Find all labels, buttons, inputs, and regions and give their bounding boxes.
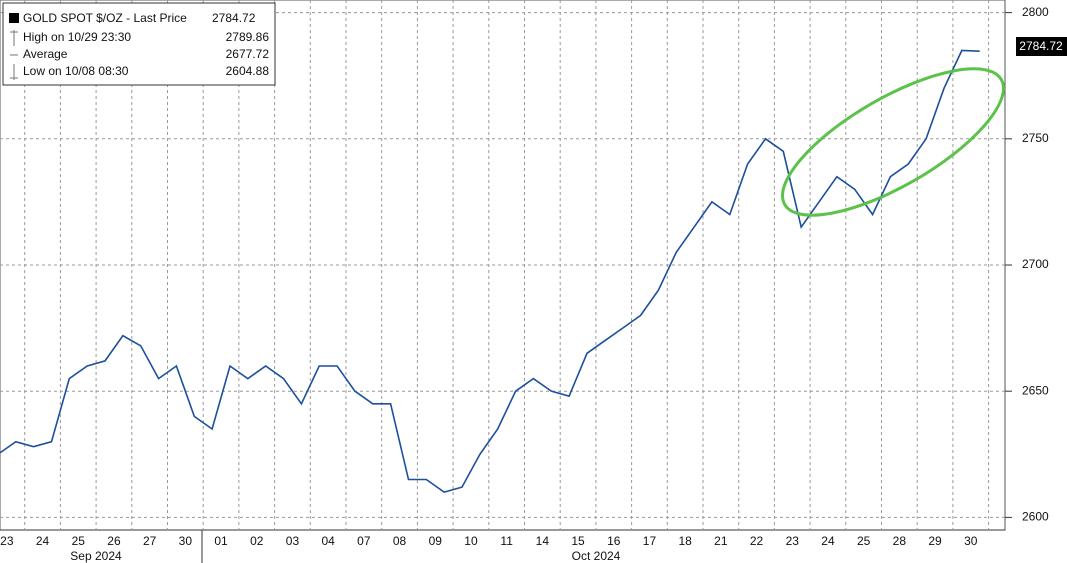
x-tick-label: 16: [607, 534, 621, 548]
y-tick-label: 2800: [1022, 5, 1049, 19]
x-tick-label: 15: [571, 534, 585, 548]
x-tick-label: 02: [250, 534, 264, 548]
legend-title: GOLD SPOT $/OZ - Last Price: [23, 11, 187, 25]
x-tick-label: 03: [286, 534, 300, 548]
x-tick-label: 25: [72, 534, 86, 548]
x-tick-label: 17: [643, 534, 657, 548]
x-tick-label: 09: [429, 534, 443, 548]
x-tick-label: 07: [357, 534, 371, 548]
x-tick-label: 23: [786, 534, 800, 548]
x-tick-label: 04: [321, 534, 335, 548]
price-line: [0, 49, 980, 493]
month-label: Oct 2024: [572, 549, 621, 563]
x-tick-label: 28: [893, 534, 907, 548]
x-tick-label: 30: [179, 534, 193, 548]
x-tick-label: 24: [821, 534, 835, 548]
last-price-tag: [1016, 37, 1067, 56]
x-tick-label: 27: [143, 534, 157, 548]
legend-row-value: 2789.86: [226, 30, 270, 44]
month-label: Sep 2024: [70, 549, 122, 563]
legend-icon: [9, 13, 19, 23]
x-tick-label: 01: [214, 534, 228, 548]
legend-last: 2784.72: [212, 11, 256, 25]
last-price-label: 2784.72: [1019, 39, 1063, 53]
legend-icons: [10, 30, 18, 80]
legend-box: [2, 2, 276, 86]
x-tick-label: 25: [857, 534, 871, 548]
legend-row-label: High on 10/29 23:30: [23, 30, 131, 44]
x-tick-label: 23: [0, 534, 14, 548]
x-tick-label: 14: [536, 534, 550, 548]
legend-row-label: Low on 10/08 08:30: [23, 64, 129, 78]
x-tick-label: 29: [928, 534, 942, 548]
annotation-ellipse: [781, 67, 1005, 217]
y-tick-label: 2700: [1022, 257, 1049, 271]
x-tick-label: 26: [107, 534, 121, 548]
x-tick-label: 11: [500, 534, 513, 548]
legend-row-label: Average: [23, 47, 68, 61]
y-tick-label: 2600: [1022, 510, 1049, 524]
y-tick-label: 2750: [1022, 131, 1049, 145]
x-tick-label: 30: [964, 534, 978, 548]
y-tick-label: 2650: [1022, 383, 1049, 397]
x-tick-label: 10: [464, 534, 478, 548]
x-tick-label: 21: [714, 534, 728, 548]
legend-row-value: 2604.88: [226, 64, 270, 78]
x-tick-label: 18: [678, 534, 692, 548]
legend-row-value: 2677.72: [226, 47, 270, 61]
x-tick-label: 08: [393, 534, 407, 548]
x-tick-label: 24: [36, 534, 50, 548]
x-tick-label: 22: [750, 534, 764, 548]
